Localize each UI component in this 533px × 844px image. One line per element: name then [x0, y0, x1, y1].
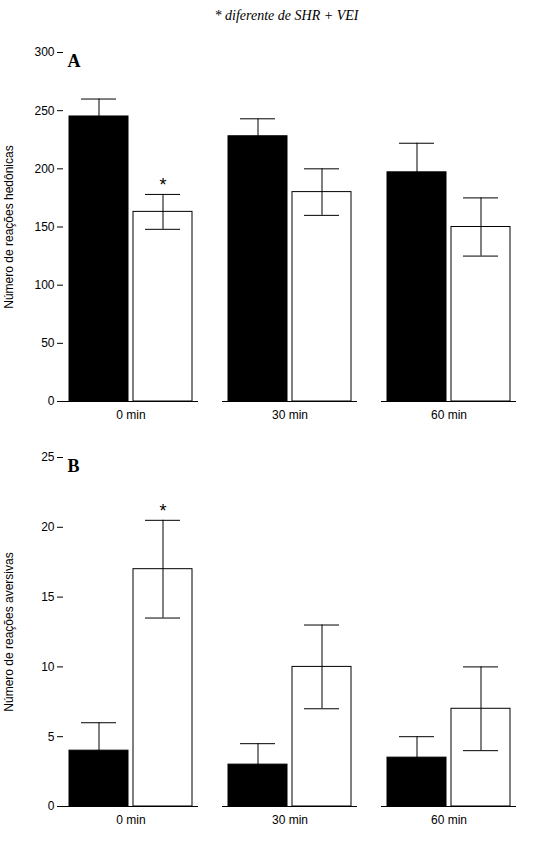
svg-text:A: A	[68, 51, 81, 71]
svg-text:25: 25	[41, 450, 55, 464]
svg-text:30 min: 30 min	[272, 813, 308, 827]
svg-text:10: 10	[41, 660, 55, 674]
svg-text:300: 300	[34, 45, 54, 59]
svg-text:Número de reações aversivas: Número de reações aversivas	[2, 552, 16, 711]
svg-text:B: B	[68, 456, 80, 476]
svg-text:0: 0	[48, 394, 55, 408]
html-text:* diferente de SHR + VEI: * diferente de SHR + VEI	[214, 8, 359, 23]
svg-text:Número de reações hedônicas: Número de reações hedônicas	[2, 145, 16, 308]
svg-text:30 min: 30 min	[272, 408, 308, 422]
svg-text:60 min: 60 min	[431, 813, 467, 827]
svg-text:100: 100	[34, 278, 54, 292]
svg-text:150: 150	[34, 220, 54, 234]
svg-text:50: 50	[41, 336, 55, 350]
svg-text:5: 5	[48, 730, 55, 744]
svg-text:0 min: 0 min	[116, 408, 145, 422]
svg-text:250: 250	[34, 104, 54, 118]
svg-text:*: *	[159, 175, 166, 195]
svg-text:15: 15	[41, 590, 55, 604]
svg-text:60 min: 60 min	[431, 408, 467, 422]
svg-text:*: *	[159, 501, 166, 521]
svg-text:0: 0	[48, 799, 55, 813]
svg-text:20: 20	[41, 520, 55, 534]
svg-text:200: 200	[34, 162, 54, 176]
svg-text:0 min: 0 min	[116, 813, 145, 827]
